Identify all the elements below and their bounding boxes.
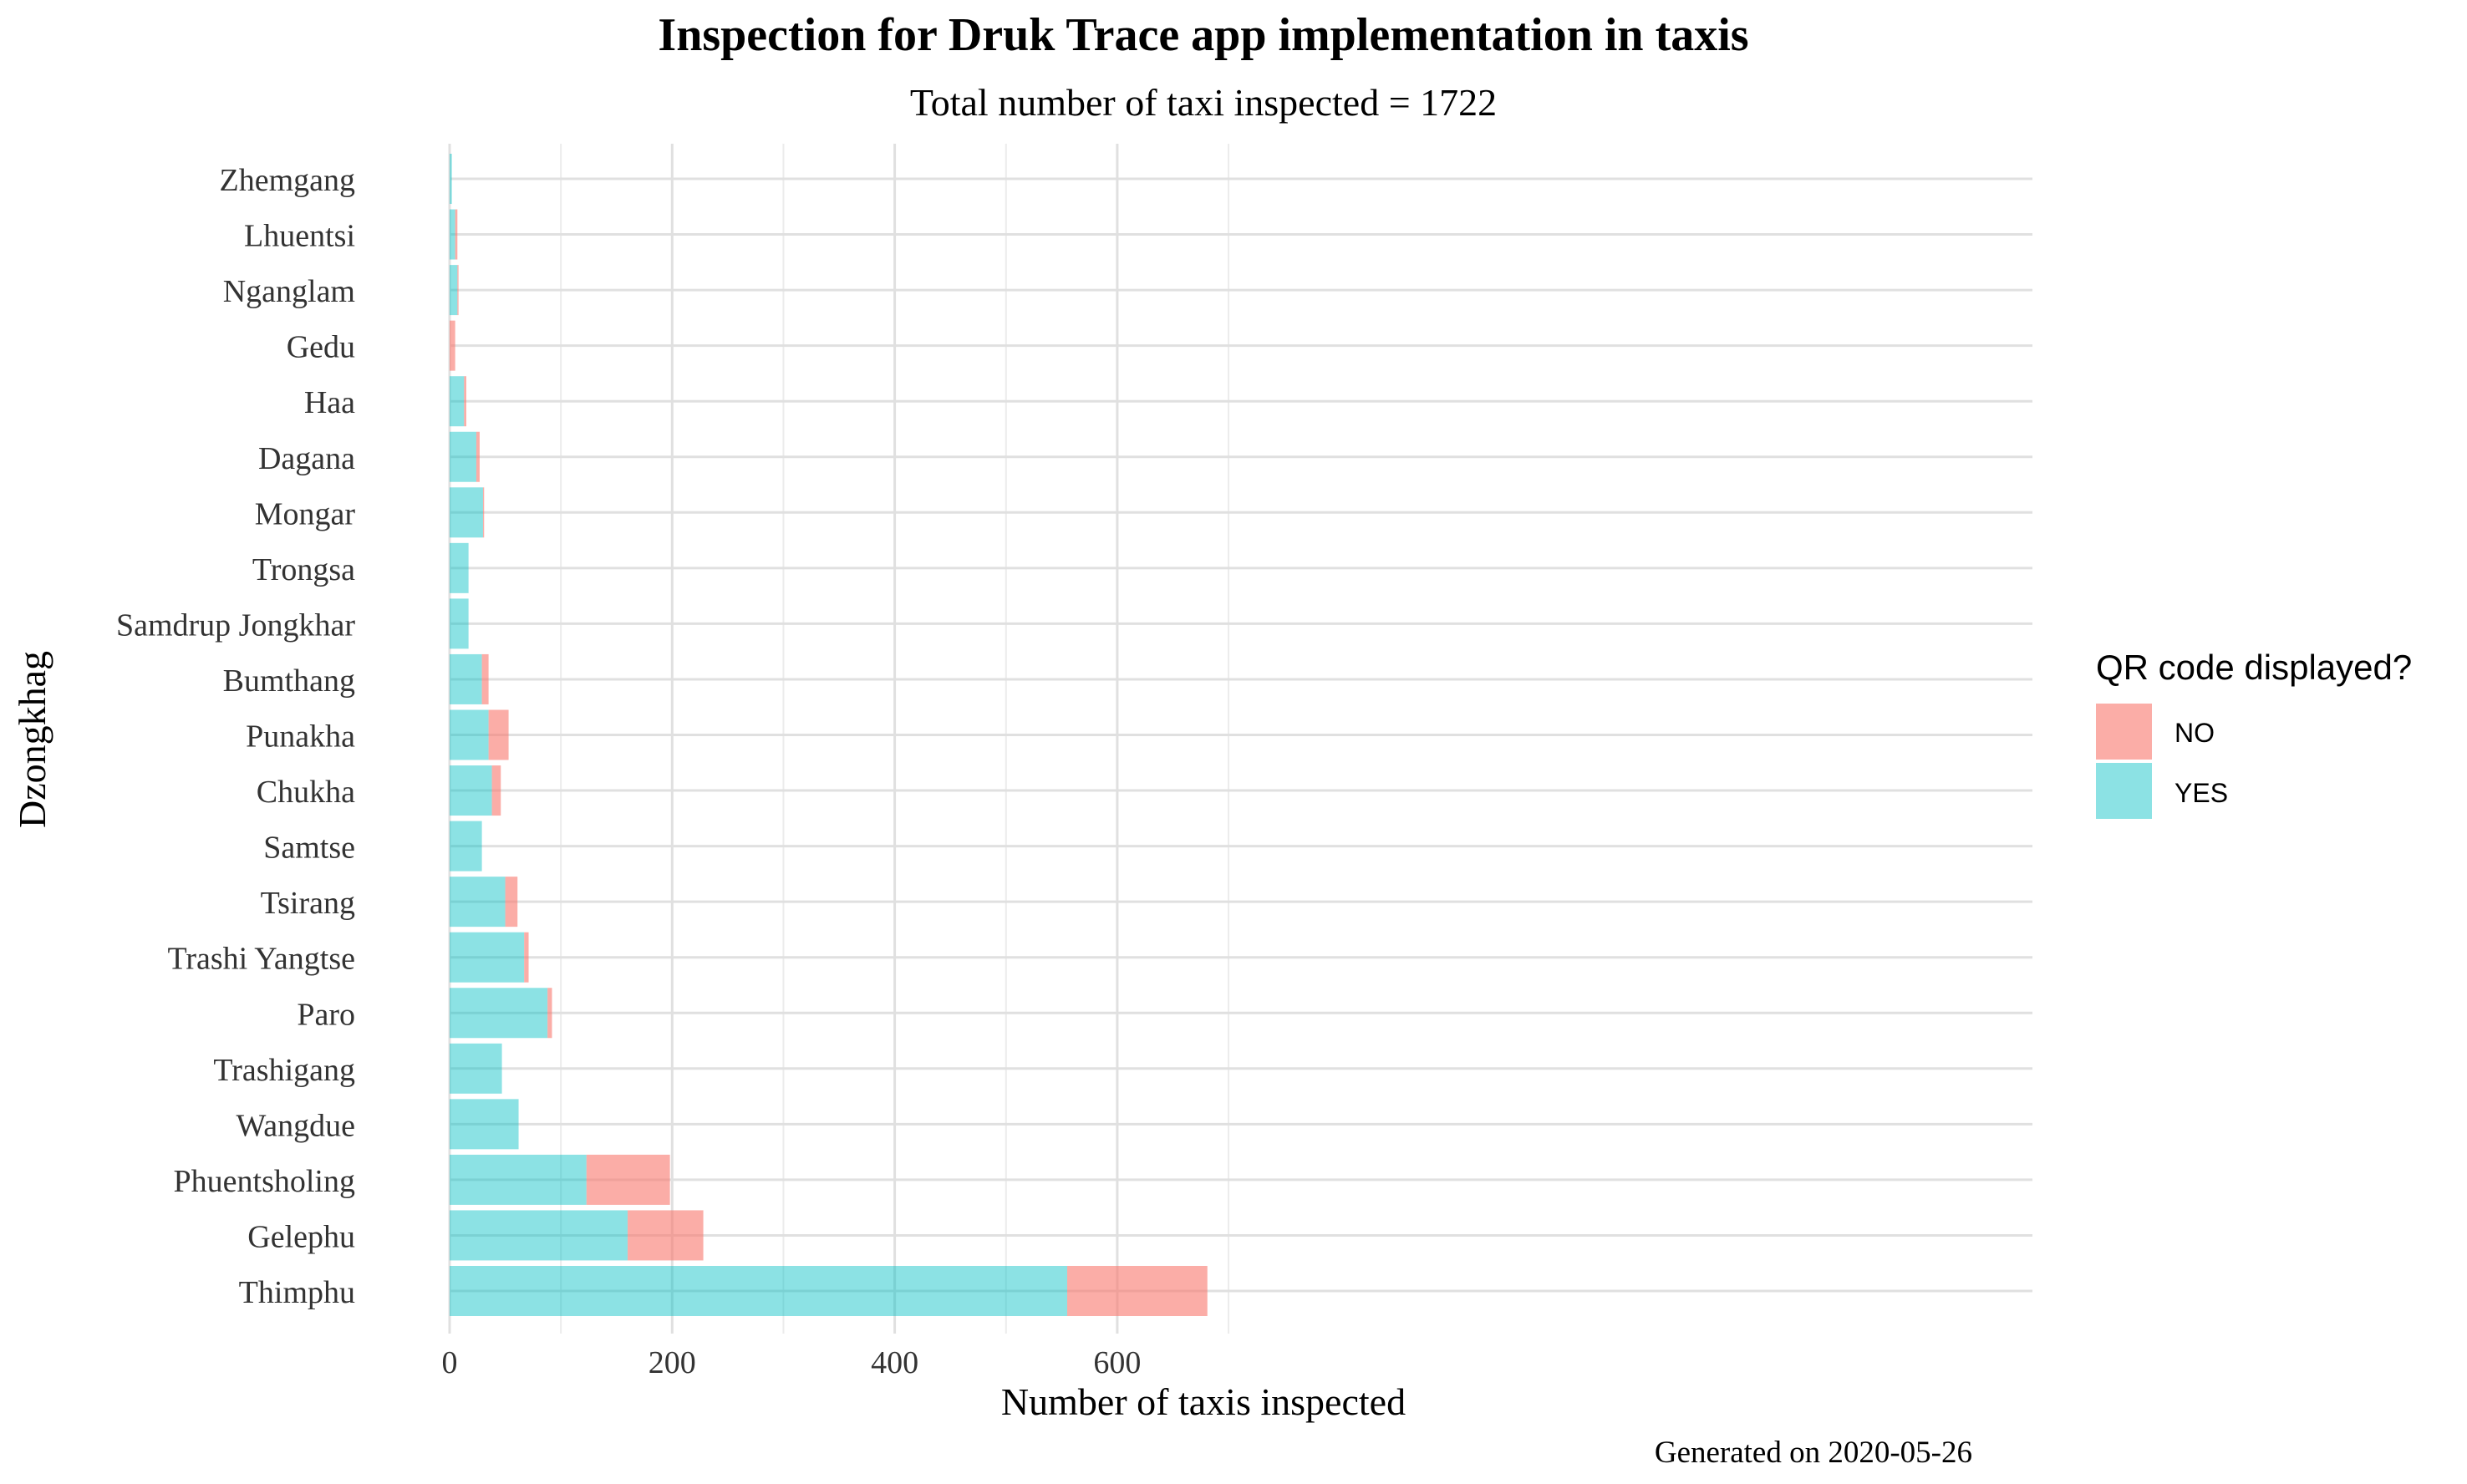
y-tick-label-paro: Paro bbox=[297, 997, 355, 1032]
y-tick-label-chukha: Chukha bbox=[257, 775, 355, 810]
y-tick-label-trashi-yangtse: Trashi Yangtse bbox=[167, 942, 355, 977]
y-tick-label-phuentsholing: Phuentsholing bbox=[174, 1164, 355, 1199]
bar-gelephu-yes bbox=[450, 1210, 628, 1261]
y-tick-labels: Thimphu Gelephu Phuentsholing Wangdue Trashi… bbox=[116, 163, 355, 1310]
legend-label-no: NO bbox=[2175, 718, 2215, 748]
y-tick-label-samdrup-jongkhar: Samdrup Jongkhar bbox=[116, 607, 355, 643]
x-tick-label-600: 600 bbox=[1093, 1345, 1141, 1380]
y-tick-label-wangdue: Wangdue bbox=[236, 1108, 355, 1143]
bar-bumthang-yes bbox=[450, 653, 482, 704]
bar-gedu-no bbox=[450, 320, 455, 371]
y-tick-label-bumthang: Bumthang bbox=[223, 663, 355, 699]
bar-zhemgang-yes bbox=[450, 154, 452, 204]
y-tick-label-trashigang: Trashigang bbox=[213, 1053, 355, 1088]
bar-lhuentsi-no bbox=[455, 209, 458, 260]
x-tick-label-200: 200 bbox=[649, 1345, 696, 1380]
bar-phuentsholing-no bbox=[586, 1154, 670, 1205]
bar-samtse-yes bbox=[450, 821, 482, 872]
y-tick-label-thimphu: Thimphu bbox=[239, 1275, 355, 1310]
y-tick-label-gelephu: Gelephu bbox=[247, 1219, 355, 1254]
caption: Generated on 2020-05-26 bbox=[1655, 1436, 1972, 1470]
bar-dagana-yes bbox=[450, 431, 476, 482]
bar-mongar-yes bbox=[450, 487, 483, 538]
chart-subtitle: Total number of taxi inspected = 1722 bbox=[910, 81, 1497, 124]
bars-layer bbox=[450, 154, 1208, 1316]
bar-haa-yes bbox=[450, 376, 465, 427]
x-tick-label-400: 400 bbox=[871, 1345, 918, 1380]
y-tick-label-haa: Haa bbox=[304, 385, 355, 420]
bar-trashi-yangtse-yes bbox=[450, 932, 525, 983]
x-tick-labels: 0 200 400 600 bbox=[442, 1345, 1142, 1380]
bar-trashi-yangtse-no bbox=[524, 932, 529, 983]
bar-thimphu-no bbox=[1066, 1266, 1208, 1316]
y-axis-label: Dzongkhag bbox=[11, 651, 53, 828]
y-tick-label-dagana: Dagana bbox=[258, 441, 355, 476]
y-tick-label-nganglam: Nganglam bbox=[223, 274, 355, 309]
grid-layer bbox=[448, 144, 2032, 1334]
y-tick-label-trongsa: Trongsa bbox=[252, 552, 355, 587]
bar-lhuentsi-yes bbox=[450, 209, 455, 260]
bar-wangdue-yes bbox=[450, 1099, 519, 1150]
bar-bumthang-no bbox=[481, 653, 489, 704]
bar-phuentsholing-yes bbox=[450, 1154, 587, 1205]
bar-thimphu-yes bbox=[450, 1266, 1067, 1316]
bar-punakha-yes bbox=[450, 709, 489, 760]
bar-nganglam-yes bbox=[450, 265, 458, 316]
bar-mongar-no bbox=[482, 487, 485, 538]
y-tick-label-lhuentsi: Lhuentsi bbox=[244, 219, 355, 254]
x-axis-label: Number of taxis inspected bbox=[1001, 1380, 1406, 1423]
bar-paro-no bbox=[547, 988, 552, 1039]
y-tick-label-zhemgang: Zhemgang bbox=[219, 163, 355, 198]
bar-gelephu-no bbox=[628, 1210, 704, 1261]
bar-paro-yes bbox=[450, 988, 548, 1039]
legend-swatch-yes bbox=[2096, 763, 2152, 819]
y-tick-label-punakha: Punakha bbox=[246, 719, 355, 755]
y-tick-label-tsirang: Tsirang bbox=[261, 886, 355, 921]
y-tick-label-samtse: Samtse bbox=[263, 831, 355, 866]
legend-swatch-no bbox=[2096, 704, 2152, 760]
bar-tsirang-no bbox=[505, 877, 518, 928]
legend: QR code displayed? NO YES bbox=[2096, 648, 2412, 819]
legend-label-yes: YES bbox=[2175, 778, 2228, 808]
bar-chukha-no bbox=[491, 765, 501, 816]
bar-nganglam-no bbox=[457, 265, 459, 316]
bar-samdrup-jongkhar-yes bbox=[450, 598, 469, 649]
bar-trongsa-yes bbox=[450, 542, 469, 593]
bar-punakha-no bbox=[488, 709, 509, 760]
x-tick-label-0: 0 bbox=[442, 1345, 458, 1380]
legend-title: QR code displayed? bbox=[2096, 648, 2412, 687]
bar-trashigang-yes bbox=[450, 1043, 502, 1094]
bar-haa-no bbox=[464, 376, 466, 427]
y-tick-label-gedu: Gedu bbox=[287, 330, 355, 365]
y-tick-label-mongar: Mongar bbox=[255, 496, 356, 531]
bar-tsirang-yes bbox=[450, 877, 506, 928]
bar-chukha-yes bbox=[450, 765, 492, 816]
chart-title: Inspection for Druk Trace app implementa… bbox=[658, 9, 1748, 61]
bar-dagana-no bbox=[476, 431, 480, 482]
